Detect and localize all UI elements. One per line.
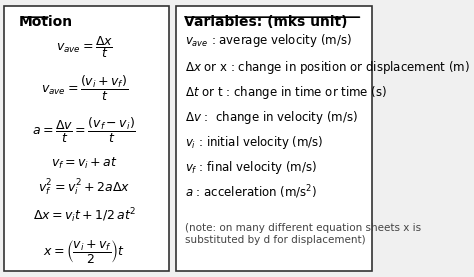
Text: $v_{ave}$ : average velocity (m/s): $v_{ave}$ : average velocity (m/s) bbox=[185, 32, 352, 49]
Text: $\Delta v$ :  change in velocity (m/s): $\Delta v$ : change in velocity (m/s) bbox=[185, 109, 358, 126]
Text: $\Delta x$ or x : change in position or displacement (m): $\Delta x$ or x : change in position or … bbox=[185, 59, 470, 76]
Text: (note: on many different equation sheets x is
substituted by d for displacement): (note: on many different equation sheets… bbox=[185, 223, 421, 245]
Text: $v_{ave} = \dfrac{\Delta x}{t}$: $v_{ave} = \dfrac{\Delta x}{t}$ bbox=[56, 34, 113, 60]
Text: Motion: Motion bbox=[19, 15, 73, 29]
Text: $v_f$ : final velocity (m/s): $v_f$ : final velocity (m/s) bbox=[185, 159, 317, 176]
Text: Variables: (mks unit): Variables: (mks unit) bbox=[184, 15, 347, 29]
Text: $x = \left(\dfrac{v_i + v_f}{2}\right)t$: $x = \left(\dfrac{v_i + v_f}{2}\right)t$ bbox=[44, 238, 126, 266]
Text: $v_{ave} = \dfrac{(v_i + v_f)}{t}$: $v_{ave} = \dfrac{(v_i + v_f)}{t}$ bbox=[41, 74, 128, 103]
Text: $\Delta t$ or t : change in time or time (s): $\Delta t$ or t : change in time or time… bbox=[185, 84, 387, 101]
Text: $v_f = v_i + at$: $v_f = v_i + at$ bbox=[51, 156, 118, 171]
FancyBboxPatch shape bbox=[176, 6, 372, 271]
Text: $v_i$ : initial velocity (m/s): $v_i$ : initial velocity (m/s) bbox=[185, 134, 323, 151]
Text: $a$ : acceleration (m/s$^2$): $a$ : acceleration (m/s$^2$) bbox=[185, 184, 317, 201]
Text: $\Delta x = v_i t + 1/2\, at^2$: $\Delta x = v_i t + 1/2\, at^2$ bbox=[33, 207, 136, 225]
Text: $v_f^2 = v_i^2 + 2a\Delta x$: $v_f^2 = v_i^2 + 2a\Delta x$ bbox=[38, 178, 130, 199]
Text: $a = \dfrac{\Delta v}{t} = \dfrac{(v_f - v_i)}{t}$: $a = \dfrac{\Delta v}{t} = \dfrac{(v_f -… bbox=[33, 116, 137, 145]
FancyBboxPatch shape bbox=[4, 6, 169, 271]
